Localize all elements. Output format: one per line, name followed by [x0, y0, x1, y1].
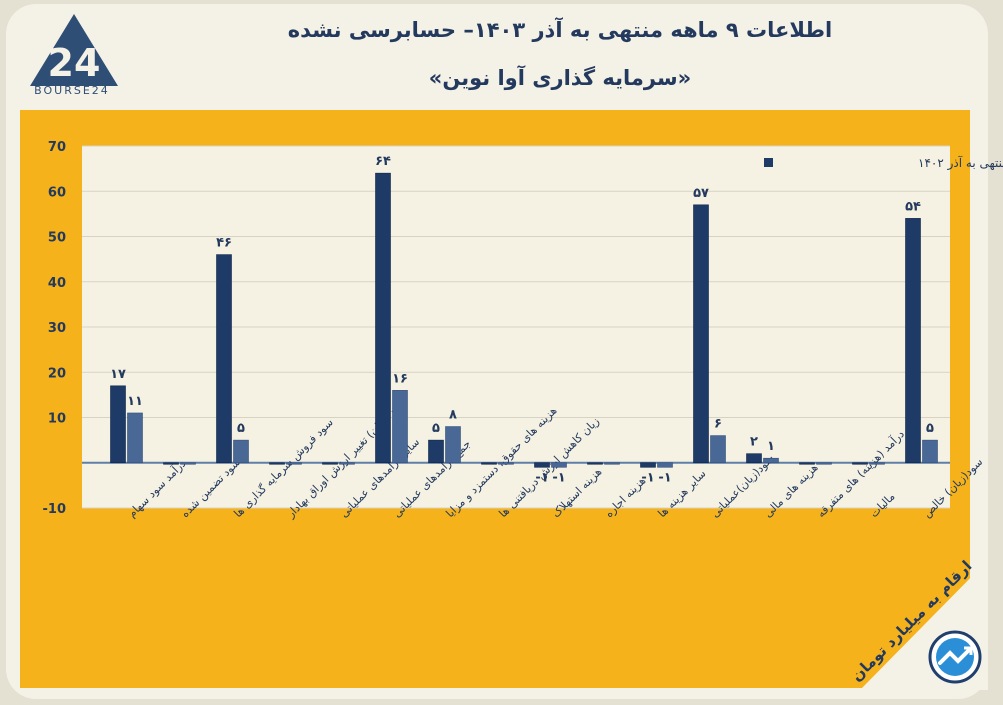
bar-value-label: ۱۱: [127, 394, 143, 409]
bar-value-label: ۱۶: [392, 371, 408, 386]
bar-series1: [640, 462, 656, 468]
y-tick-label: 50: [48, 231, 66, 246]
bar-value-label: ۴۶: [216, 236, 232, 251]
bar-series2: [498, 462, 514, 465]
y-tick-label: 70: [48, 140, 66, 155]
trend-logo-icon: [928, 630, 982, 684]
bar-series2: [657, 462, 673, 468]
bar-series1: [322, 462, 338, 465]
bar-series1: [693, 204, 709, 464]
bourse24-logo: 24: [30, 14, 118, 86]
bar-value-label: -۱: [641, 470, 654, 485]
y-tick-label: 30: [48, 321, 66, 336]
bar-series1: [746, 453, 762, 464]
bar-series1: [110, 385, 126, 464]
bar-series1: [269, 462, 285, 465]
y-tick-label: 10: [48, 412, 66, 427]
bar-series1: [905, 218, 921, 464]
bar-value-label: ۲: [750, 435, 758, 450]
bar-series1: [481, 462, 497, 465]
bar-series2: [604, 462, 620, 465]
bar-value-label: ۵: [926, 421, 934, 436]
bar-series2: [816, 462, 832, 465]
bar-value-label: -۱: [552, 470, 565, 485]
bar-value-label: ۵: [432, 421, 440, 436]
y-tick-label: 20: [48, 366, 66, 381]
y-tick-label: 60: [48, 185, 66, 200]
bar-series2: [392, 390, 408, 464]
bar-series2: [339, 462, 355, 465]
bar-series1: [799, 462, 815, 465]
bar-series1: [375, 172, 391, 464]
bar-value-label: ۵۴: [905, 199, 921, 214]
bar-series1: [428, 439, 444, 464]
page-subtitle: «سرمایه گذاری آوا نوین»: [428, 66, 692, 90]
y-tick-label: -10: [43, 502, 67, 517]
logo-text: BOURSE24: [34, 84, 110, 97]
bar-value-label: -۱: [535, 470, 548, 485]
bar-series2: [127, 412, 143, 464]
legend-label: عملکرد منتهی به آذر ۱۴۰۲: [918, 155, 1003, 171]
bar-series2: [551, 462, 567, 468]
y-tick-label: 40: [48, 276, 66, 291]
bar-series2: [869, 462, 885, 465]
bar-series2: [233, 439, 249, 464]
bar-series2: [180, 462, 196, 465]
bar-series2: [445, 426, 461, 464]
bar-series1: [587, 462, 603, 465]
bar-value-label: ۸: [449, 408, 457, 423]
bar-value-label: ۵۷: [693, 186, 709, 201]
legend-swatch: [764, 158, 773, 167]
bar-series2: [922, 439, 938, 464]
bar-value-label: ۵: [237, 421, 245, 436]
bar-series1: [216, 254, 232, 464]
bar-value-label: ۶: [714, 417, 722, 432]
bar-series2: [286, 462, 302, 465]
bar-value-label: ۱۷: [110, 367, 126, 382]
bar-series2: [763, 457, 779, 464]
bar-value-label: ۱: [767, 439, 775, 454]
bar-series1: [534, 462, 550, 468]
bar-series1: [852, 462, 868, 465]
bar-value-label: -۱: [658, 470, 671, 485]
bar-value-label: ۶۴: [375, 154, 391, 169]
bar-series2: [710, 435, 726, 464]
bar-series1: [163, 462, 179, 465]
page-title: اطلاعات ۹ ماهه منتهی به آذر ۱۴۰۳– حسابرس…: [287, 18, 833, 42]
svg-text:24: 24: [48, 41, 101, 85]
